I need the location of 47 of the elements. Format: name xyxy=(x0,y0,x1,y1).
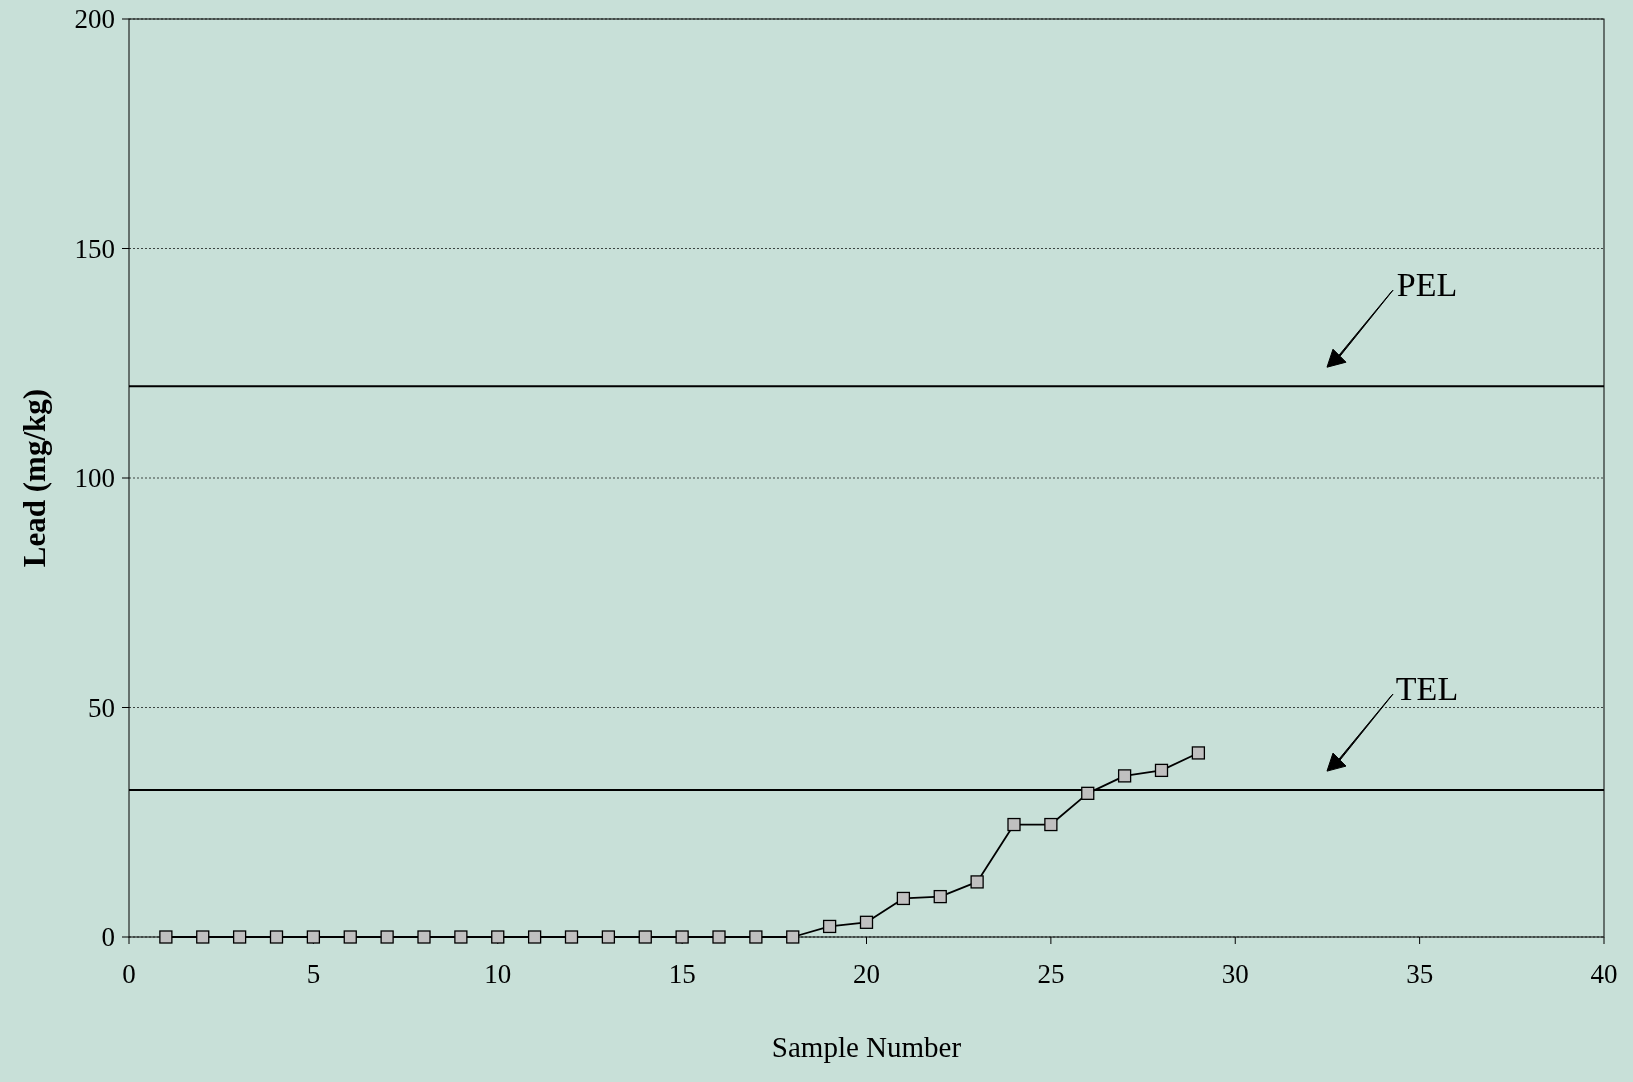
point xyxy=(601,930,616,944)
point xyxy=(1154,763,1169,778)
point xyxy=(749,930,763,944)
point xyxy=(822,919,837,934)
x-tick-label: 10 xyxy=(484,959,512,989)
point xyxy=(527,930,542,944)
x-tick-label: 5 xyxy=(306,959,321,989)
point xyxy=(491,930,505,944)
point xyxy=(306,930,321,944)
point xyxy=(786,930,800,944)
ref-line-label: TEL xyxy=(1395,670,1459,708)
point xyxy=(454,930,468,944)
point xyxy=(1191,746,1206,760)
point xyxy=(933,889,947,904)
x-tick-label: 15 xyxy=(668,959,696,989)
point xyxy=(712,930,726,944)
point xyxy=(970,875,984,889)
point xyxy=(417,930,431,944)
point xyxy=(638,930,652,944)
x-tick-label: 30 xyxy=(1221,959,1249,989)
y-tick-label: 100 xyxy=(74,463,115,493)
x-axis-title: Sample Number xyxy=(771,1031,962,1063)
y-tick-label: 150 xyxy=(74,233,115,264)
point xyxy=(1007,817,1021,832)
point xyxy=(1081,786,1095,800)
point xyxy=(859,915,874,929)
x-tick-label: 25 xyxy=(1037,959,1065,989)
y-tick-label: 0 xyxy=(101,922,115,952)
point xyxy=(380,930,394,944)
x-tick-label: 40 xyxy=(1590,959,1618,989)
point xyxy=(896,891,911,906)
ref-line-label: PEL xyxy=(1396,266,1458,304)
x-tick-label: 20 xyxy=(853,959,880,989)
y-axis-title: Lead (mg/kg) xyxy=(17,388,52,568)
y-tick-label: 50 xyxy=(88,692,115,723)
point xyxy=(564,930,579,944)
point xyxy=(675,930,689,944)
point xyxy=(1044,817,1058,832)
x-tick-label: 0 xyxy=(122,959,136,989)
x-tick-label: 35 xyxy=(1406,959,1434,989)
point xyxy=(1117,769,1132,783)
point xyxy=(269,930,284,944)
point xyxy=(196,930,210,944)
point xyxy=(159,930,173,944)
y-tick-label: 200 xyxy=(74,4,115,34)
point xyxy=(343,930,357,944)
point xyxy=(232,930,247,944)
